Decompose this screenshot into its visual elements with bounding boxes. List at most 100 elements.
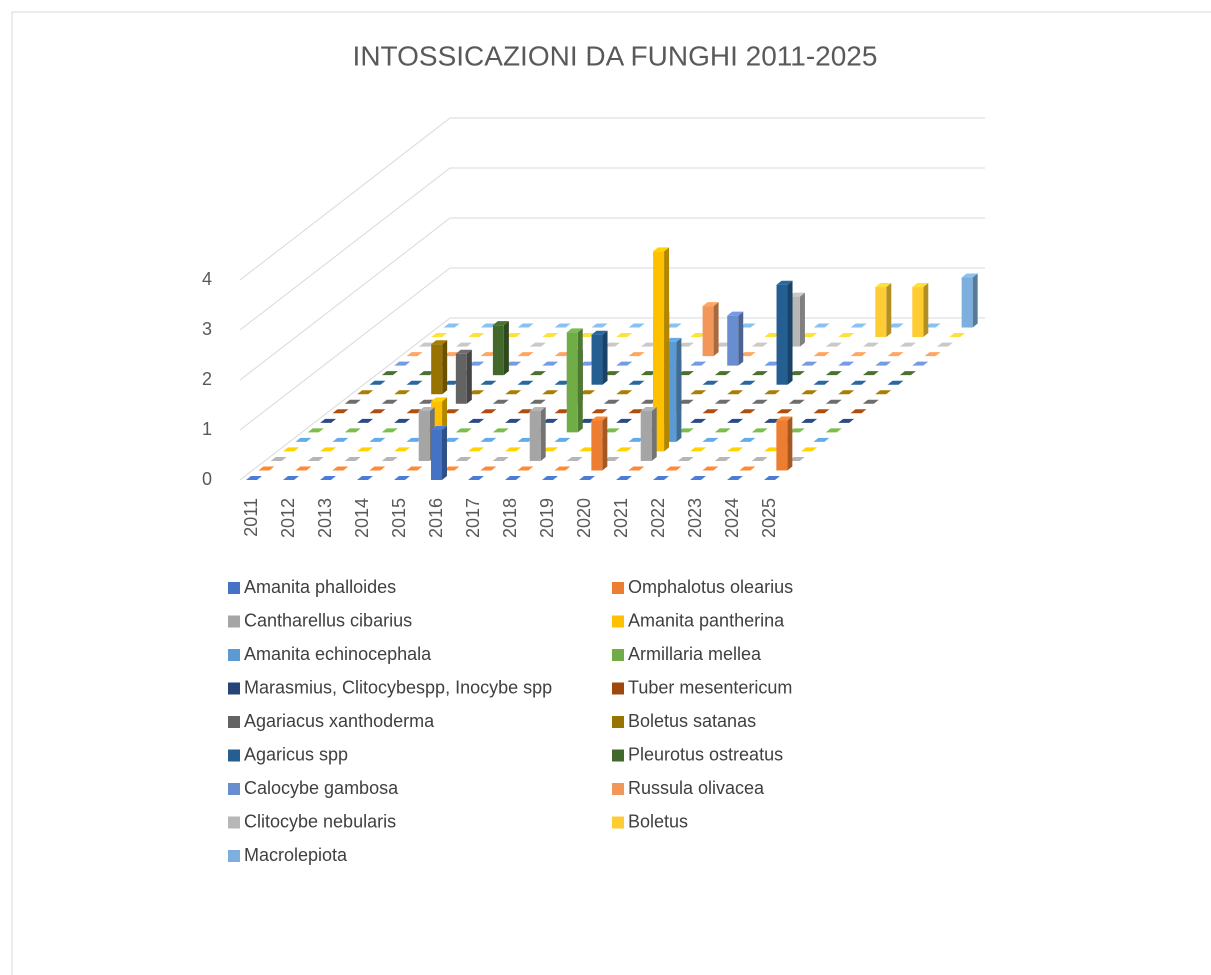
bar-front [640, 410, 652, 461]
bar-top [899, 342, 916, 347]
bar [677, 456, 694, 461]
bar-top [431, 397, 448, 402]
bar-top [751, 371, 768, 376]
bar [480, 380, 497, 385]
bar-top [418, 399, 435, 404]
bar [492, 399, 509, 404]
bar [813, 380, 830, 385]
bar [640, 342, 657, 347]
bar-top [455, 428, 472, 433]
bar [912, 283, 929, 338]
bar-top [702, 302, 719, 307]
bar [381, 428, 398, 433]
bar [591, 409, 608, 414]
bar-top [813, 352, 830, 357]
bar-top [492, 399, 509, 404]
bar [283, 476, 299, 480]
bar-top [616, 333, 633, 338]
bar-top [764, 476, 780, 480]
bar-top [875, 283, 892, 288]
bar [677, 428, 694, 433]
bar-top [813, 409, 830, 414]
bar-top [246, 476, 262, 480]
bar [406, 352, 423, 357]
bar-top [418, 342, 435, 347]
bar-top [529, 406, 546, 411]
bar-top [468, 476, 484, 480]
bar [517, 352, 534, 357]
bar-top [603, 399, 620, 404]
bar [554, 409, 571, 414]
bar-top [838, 361, 855, 366]
bar-top [788, 399, 805, 404]
bar-top [714, 399, 731, 404]
bar [394, 390, 411, 395]
legend-label: Boletus satanas [628, 711, 756, 731]
bar-top [270, 456, 287, 461]
bar-side [676, 337, 682, 442]
bar-top [628, 352, 645, 357]
bar-top [369, 409, 386, 414]
bar [702, 302, 719, 357]
bar-top [394, 476, 410, 480]
bar [542, 447, 559, 452]
bar [801, 447, 818, 452]
bar-top [579, 447, 596, 452]
bar [912, 361, 929, 366]
bar [332, 437, 349, 442]
bar-top [677, 371, 694, 376]
legend-label: Amanita phalloides [244, 577, 396, 597]
bar [468, 361, 485, 366]
bar-top [912, 283, 929, 288]
y-tick-label: 1 [202, 419, 212, 439]
y-tick-label: 2 [202, 369, 212, 389]
bar-top [566, 328, 583, 333]
bar-top [381, 456, 398, 461]
bar [579, 333, 596, 338]
bar-top [690, 390, 707, 395]
bar [899, 342, 916, 347]
bar-top [764, 361, 781, 366]
bar [801, 418, 818, 423]
x-tick-label: 2011 [241, 498, 261, 537]
bar-top [406, 466, 423, 471]
bar [813, 323, 830, 328]
bar-side [713, 302, 719, 357]
bar [825, 371, 842, 376]
bar-top [320, 447, 337, 452]
bar [739, 466, 756, 471]
bar [566, 456, 583, 461]
bar [616, 361, 633, 366]
bar [369, 437, 386, 442]
bar-top [702, 409, 719, 414]
bar-top [505, 333, 522, 338]
bar-top [344, 399, 361, 404]
bar [677, 371, 694, 376]
bar [505, 390, 522, 395]
bar [542, 390, 559, 395]
bar [468, 390, 485, 395]
bar [924, 323, 941, 328]
bar-top [677, 456, 694, 461]
bar [418, 342, 435, 347]
bar-top [751, 399, 768, 404]
legend-label: Russula olivacea [628, 778, 765, 798]
bar-top [492, 428, 509, 433]
bar-top [616, 361, 633, 366]
bar-top [332, 409, 349, 414]
bar-top [961, 273, 978, 278]
legend-swatch [228, 783, 240, 795]
bar-front [653, 251, 665, 452]
bar-side [442, 426, 447, 480]
legend-label: Calocybe gambosa [244, 778, 399, 798]
bar [714, 342, 731, 347]
bar-top [887, 380, 904, 385]
bar-side [787, 280, 793, 385]
bar-top [764, 390, 781, 395]
bar-top [468, 390, 485, 395]
bar [764, 418, 781, 423]
bar-top [603, 342, 620, 347]
bar [862, 371, 879, 376]
bar [727, 447, 744, 452]
x-tick-label: 2023 [685, 498, 705, 538]
